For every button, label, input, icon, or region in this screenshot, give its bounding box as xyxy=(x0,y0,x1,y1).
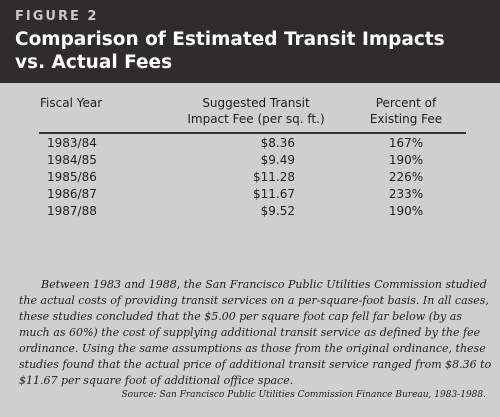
figure-title: Comparison of Estimated Transit Impacts … xyxy=(15,28,445,74)
cell-impact-fee: $8.36 xyxy=(260,136,295,150)
column-header-percent-line-2: Existing Fee xyxy=(369,112,443,126)
cell-fiscal-year: 1984/85 xyxy=(47,153,97,167)
cell-impact-fee: $11.67 xyxy=(253,187,295,201)
column-header-suggested-fee-line-1: Suggested Transit xyxy=(202,96,310,110)
cell-fiscal-year: 1983/84 xyxy=(47,136,97,150)
table-row: 1984/85 $9.49 190% xyxy=(0,153,500,170)
source-citation: Source: San Francisco Public Utilities C… xyxy=(121,390,487,400)
header-divider xyxy=(39,132,466,134)
column-header-percent-line-1: Percent of xyxy=(375,96,437,110)
figure-label: FIGURE 2 xyxy=(15,9,99,24)
cell-percent: 190% xyxy=(388,153,424,167)
cell-percent: 233% xyxy=(388,187,424,201)
column-header-percent-existing: Percent of Existing Fee xyxy=(346,95,466,127)
figure-body xyxy=(0,83,500,417)
cell-percent: 167% xyxy=(388,136,424,150)
cell-impact-fee: $11.28 xyxy=(253,170,295,184)
cell-fiscal-year: 1986/87 xyxy=(47,187,97,201)
figure-header: FIGURE 2 Comparison of Estimated Transit… xyxy=(0,0,500,83)
column-header-suggested-fee: Suggested Transit Impact Fee (per sq. ft… xyxy=(166,95,346,127)
table-row: 1987/88 $9.52 190% xyxy=(0,204,500,221)
cell-impact-fee: $9.49 xyxy=(260,153,295,167)
explanatory-paragraph: Between 1983 and 1988, the San Francisco… xyxy=(19,278,492,387)
cell-percent: 190% xyxy=(388,204,424,218)
cell-impact-fee: $9.52 xyxy=(260,204,295,218)
figure-title-line-1: Comparison of Estimated Transit Impacts xyxy=(15,29,445,50)
table-row: 1983/84 $8.36 167% xyxy=(0,136,500,153)
table-row: 1986/87 $11.67 233% xyxy=(0,187,500,204)
figure-title-line-2: vs. Actual Fees xyxy=(15,52,173,73)
cell-fiscal-year: 1985/86 xyxy=(47,170,97,184)
column-header-fiscal-year: Fiscal Year xyxy=(40,96,103,110)
cell-fiscal-year: 1987/88 xyxy=(47,204,97,218)
table-body: 1983/84 $8.36 167% 1984/85 $9.49 190% 19… xyxy=(0,136,500,221)
table-row: 1985/86 $11.28 226% xyxy=(0,170,500,187)
cell-percent: 226% xyxy=(388,170,424,184)
column-header-suggested-fee-line-2: Impact Fee (per sq. ft.) xyxy=(187,112,325,126)
